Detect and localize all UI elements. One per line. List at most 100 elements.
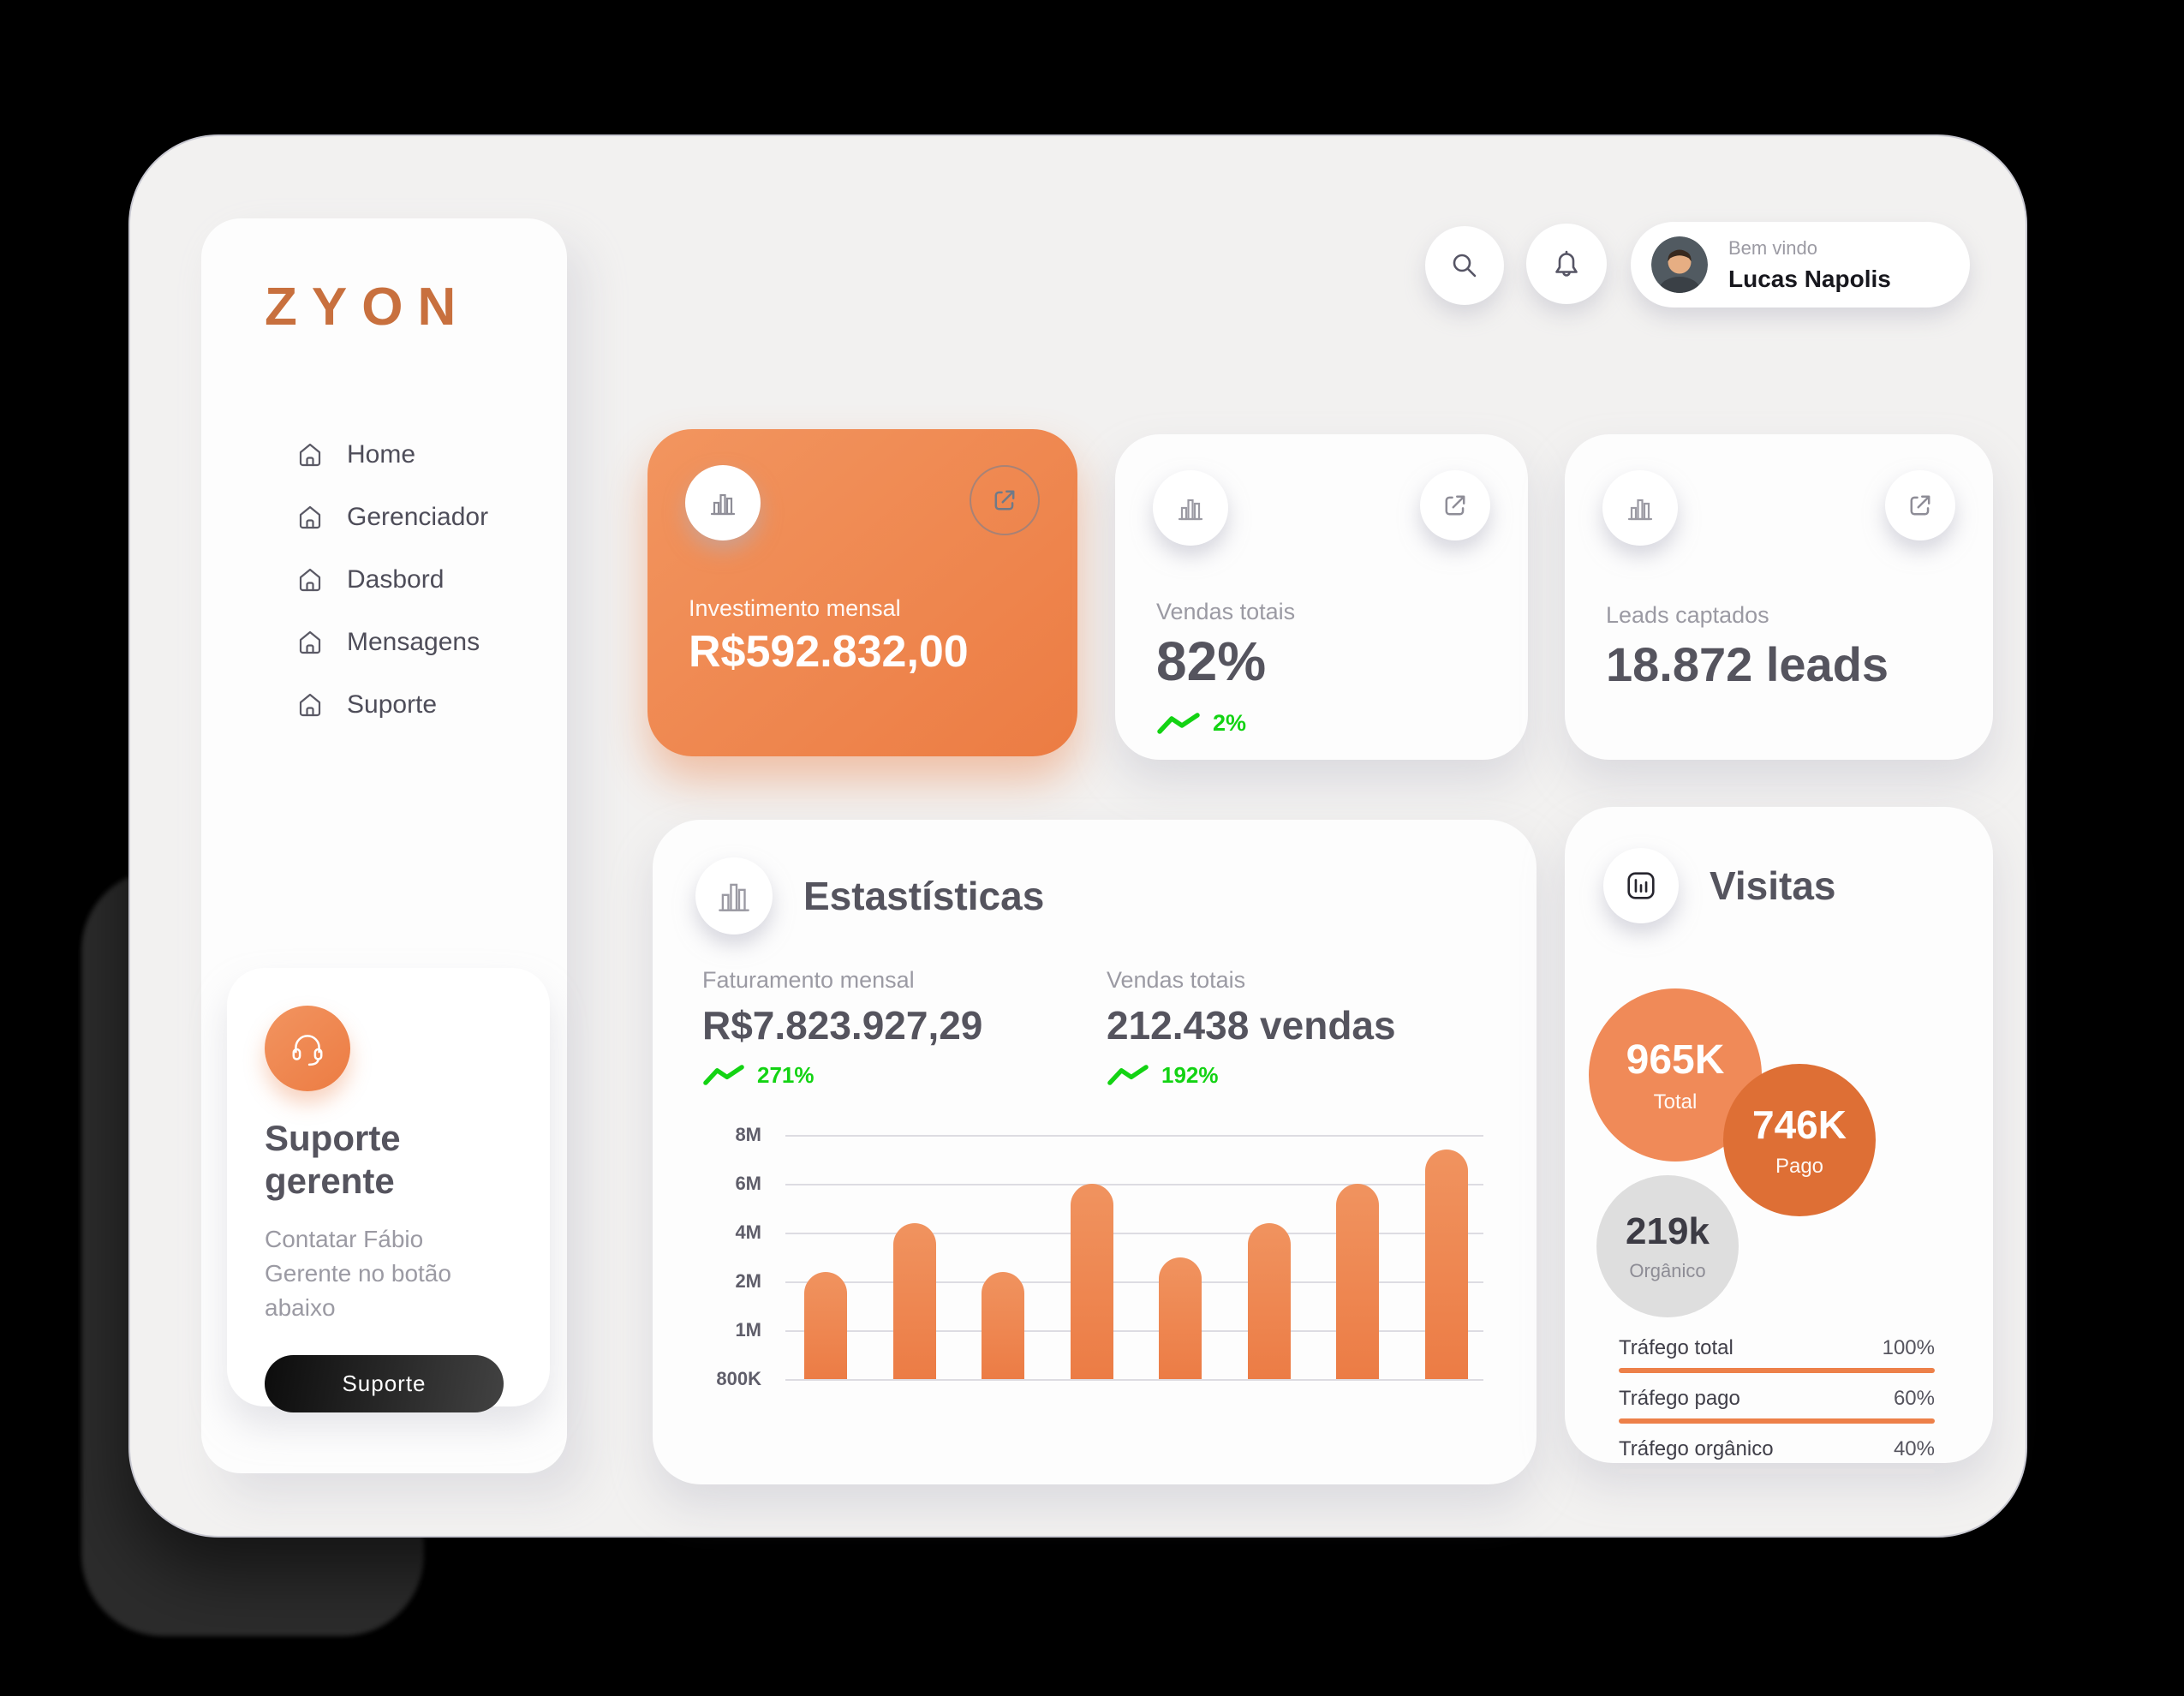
investment-value: R$592.832,00 [689,627,969,677]
bar-chart-icon [1178,499,1203,521]
leads-label: Leads captados [1606,602,1769,628]
traffic-row-total: Tráfego total 100% [1619,1336,1935,1373]
export-icon [1445,495,1465,516]
home-icon [299,505,321,529]
visits-bubble-pago: 746K Pago [1723,1064,1876,1216]
sidebar-item-label: Home [347,440,416,469]
y-tick-label: 800K [716,1368,761,1389]
traffic-label: Tráfego orgânico [1619,1437,1774,1460]
sidebar: ZYON Home Gerenciador Dasbord Mensagens … [201,218,567,1473]
sales-trend-pct: 2% [1213,710,1247,736]
traffic-pct: 40% [1893,1437,1935,1460]
sidebar-item-home[interactable]: Home [295,440,567,469]
traffic-row-pago: Tráfego pago 60% [1619,1387,1935,1424]
metric-trend: 192% [1107,1062,1396,1089]
bar-chart-plot [785,1135,1483,1381]
sidebar-item-gerenciador[interactable]: Gerenciador [295,503,567,532]
statistics-title: Estastísticas [803,874,1045,918]
bell-icon [1555,250,1578,277]
metric-faturamento: Faturamento mensal R$7.823.927,29 271% [702,967,982,1089]
home-icon [299,568,321,592]
metric-value: R$7.823.927,29 [702,1003,983,1048]
bar-chart-frame-icon [1627,872,1655,899]
bubble-label: Orgânico [1629,1260,1706,1281]
traffic-row-organico: Tráfego orgânico 40% [1619,1437,1935,1474]
chart-bar[interactable] [1424,1150,1468,1379]
chart-bar[interactable] [982,1271,1025,1379]
sidebar-item-label: Gerenciador [347,503,489,531]
bar-chart: 8M 6M 4M 2M 1M 800K [700,1124,1483,1389]
visits-bubble-total: 965K Total [1589,988,1762,1162]
bar-chart-icon-bubble [695,857,773,935]
metric-trend: 271% [702,1062,982,1089]
bar-chart-bars [804,1135,1468,1379]
leads-card: Leads captados 18.872 leads [1565,434,1993,760]
export-button[interactable] [1885,470,1955,540]
sidebar-item-label: Dasbord [347,565,445,594]
notifications-button[interactable] [1526,224,1607,304]
user-profile[interactable]: Bem vindo Lucas Napolis [1631,222,1970,308]
bar-chart-icon-bubble [1153,470,1228,546]
search-icon [1453,254,1477,278]
headset-icon-bubble [265,1006,350,1091]
bubble-value: 746K [1752,1102,1847,1147]
support-button[interactable]: Suporte [265,1355,504,1413]
chart-bar[interactable] [1247,1222,1291,1379]
gridline [785,1135,1483,1137]
metric-vendas: Vendas totais 212.438 vendas 192% [1107,967,1396,1089]
export-button[interactable] [970,465,1040,535]
metric-trend-pct: 271% [757,1062,815,1088]
export-button[interactable] [1420,470,1490,540]
traffic-list: Tráfego total 100% Tráfego pago 60% Tráf… [1619,1336,1935,1474]
brand-logo: ZYON [265,278,471,337]
chart-bar[interactable] [804,1271,847,1379]
welcome-text: Bem vindo [1728,236,1817,259]
sales-value: 82% [1156,630,1267,692]
chart-bar[interactable] [892,1222,936,1379]
home-icon [299,443,321,467]
sales-trend: 2% [1156,710,1246,737]
leads-value: 18.872 leads [1606,637,1889,691]
chart-bar[interactable] [1159,1257,1202,1379]
traffic-pct: 60% [1893,1387,1935,1410]
y-tick-label: 6M [735,1173,761,1194]
export-icon [1910,495,1930,516]
trend-up-icon [703,1065,744,1085]
home-icon [299,630,321,654]
chart-bar[interactable] [1336,1184,1380,1379]
gridline [785,1233,1483,1234]
support-description: Contatar Fábio Gerente no botão abaixo [265,1226,451,1321]
sidebar-item-suporte[interactable]: Suporte [295,690,567,720]
sidebar-item-dasbord[interactable]: Dasbord [295,565,567,594]
sidebar-item-mensagens[interactable]: Mensagens [295,628,567,657]
search-button[interactable] [1425,226,1504,305]
metric-label: Vendas totais [1107,967,1246,993]
bubble-value: 965K [1626,1036,1725,1083]
statistics-panel: Estastísticas Faturamento mensal R$7.823… [653,820,1537,1484]
bubble-value: 219k [1626,1210,1710,1252]
gridline [785,1330,1483,1332]
user-name: Lucas Napolis [1728,265,1891,292]
trend-up-icon [1107,1065,1149,1085]
export-icon [994,490,1015,511]
sidebar-nav: Home Gerenciador Dasbord Mensagens Supor… [295,440,567,720]
chart-bar[interactable] [1070,1184,1113,1379]
traffic-label: Tráfego total [1619,1336,1733,1359]
sidebar-item-label: Suporte [347,690,438,719]
metric-value: 212.438 vendas [1107,1003,1396,1048]
y-tick-label: 4M [735,1221,761,1243]
bar-chart-icon [1627,499,1653,521]
metric-trend-pct: 192% [1161,1062,1219,1088]
bar-chart-icon-bubble [1602,470,1678,546]
investment-label: Investimento mensal [689,595,901,621]
visits-panel: Visitas 965K Total 746K Pago 219k Orgâni… [1565,807,1993,1474]
trend-up-icon [1157,712,1200,734]
sidebar-item-label: Mensagens [347,628,480,656]
bubble-label: Pago [1775,1155,1824,1178]
app-window: ZYON Home Gerenciador Dasbord Mensagens … [128,134,2027,1538]
sales-label: Vendas totais [1156,599,1296,624]
gridline [785,1379,1483,1381]
y-tick-label: 1M [735,1319,761,1341]
traffic-label: Tráfego pago [1619,1387,1740,1410]
sales-card: Vendas totais 82% 2% [1115,434,1528,760]
